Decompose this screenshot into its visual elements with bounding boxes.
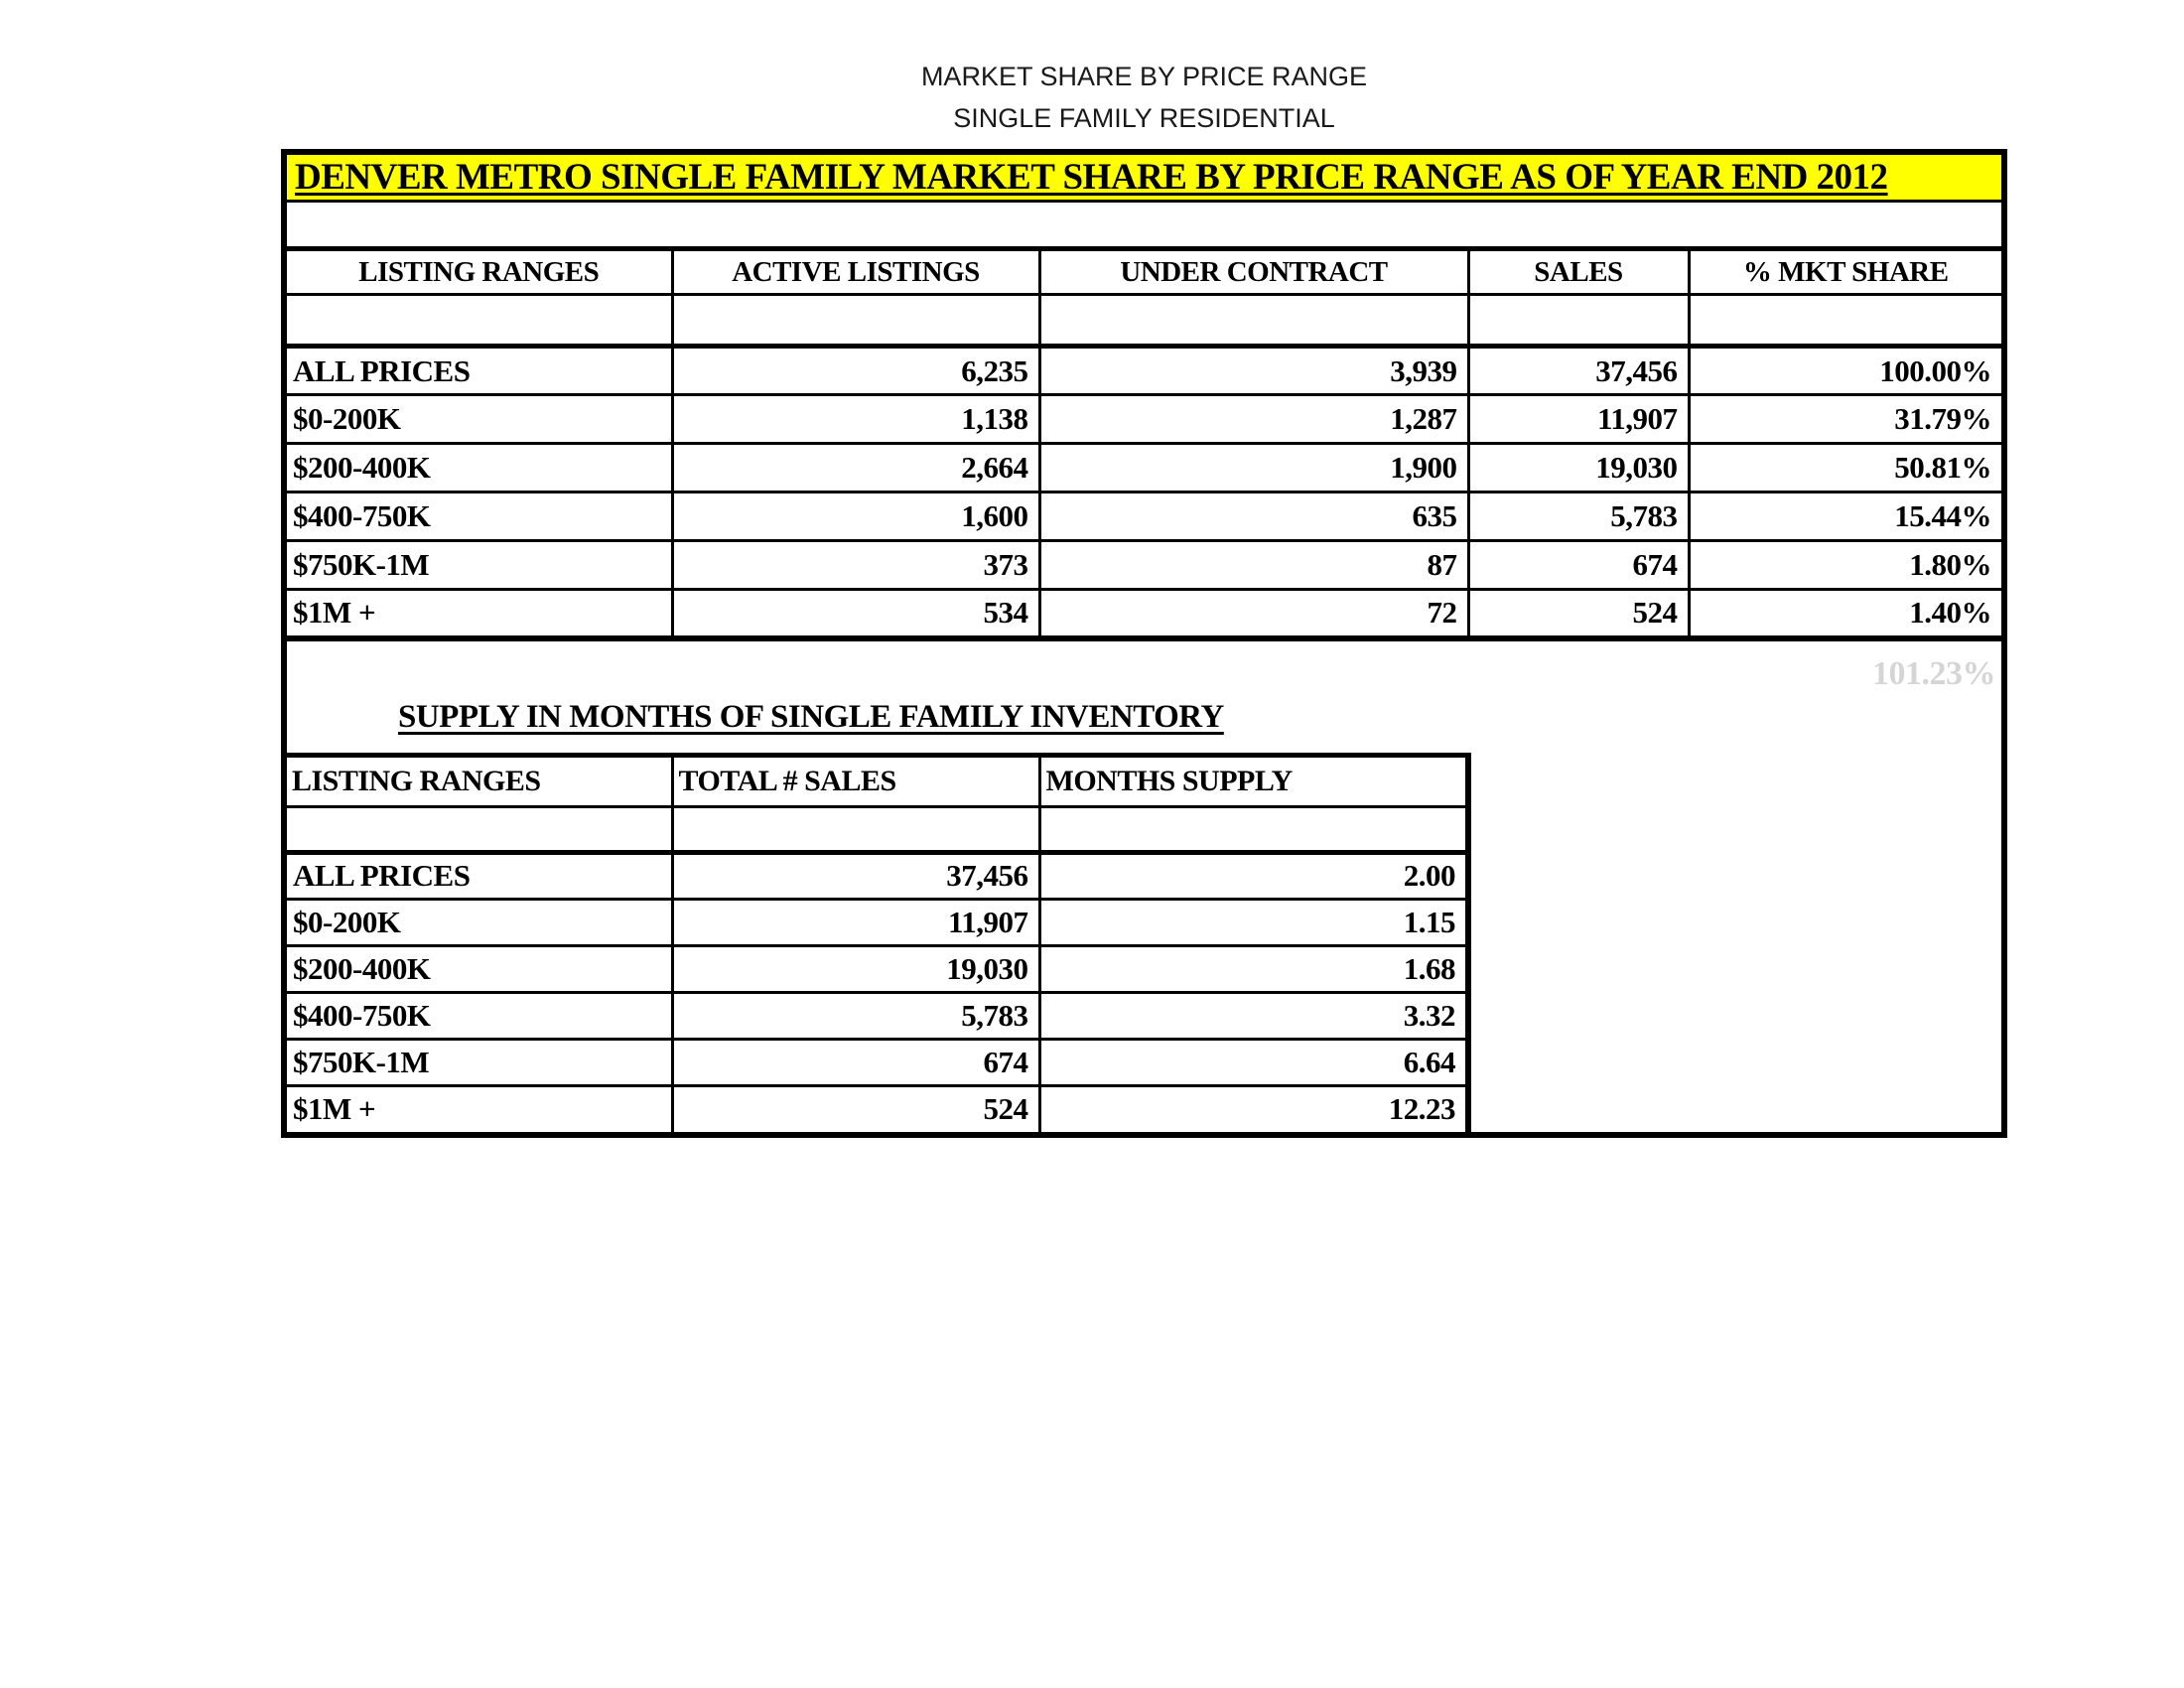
cell-range: $400-750K — [287, 491, 674, 542]
cell-sales: 19,030 — [1466, 442, 1691, 493]
table-row: ALL PRICES 6,235 3,939 37,456 100.00% — [287, 345, 2001, 396]
cell-active-listings: 373 — [670, 539, 1041, 591]
spreadsheet-print-area: DENVER METRO SINGLE FAMILY MARKET SHARE … — [281, 149, 2007, 1138]
table-row: $750K-1M 674 6.64 — [287, 1037, 1471, 1087]
cell-active-listings: 1,600 — [670, 491, 1041, 542]
cell-mkt-share: 1.40% — [1687, 588, 2001, 641]
cell-sales: 674 — [1466, 539, 1691, 591]
cell-months-supply: 3.32 — [1037, 990, 1471, 1041]
cell-sales: 11,907 — [1466, 393, 1691, 445]
cell-under-contract: 72 — [1037, 588, 1470, 641]
supply-section-title: SUPPLY IN MONTHS OF SINGLE FAMILY INVENT… — [398, 699, 1224, 735]
cell-months-supply: 1.68 — [1037, 943, 1471, 994]
table-row: $400-750K 1,600 635 5,783 15.44% — [287, 491, 2001, 542]
cell-range: $750K-1M — [287, 1037, 674, 1087]
cell-range: $0-200K — [287, 393, 674, 445]
col-header-listing-ranges: LISTING RANGES — [287, 246, 674, 296]
table-row: $1M + 534 72 524 1.40% — [287, 588, 2001, 641]
cell-range: $200-400K — [287, 442, 674, 493]
col-header-active-listings: ACTIVE LISTINGS — [670, 246, 1041, 296]
market-share-table: LISTING RANGES ACTIVE LISTINGS UNDER CON… — [287, 246, 2001, 641]
page-title-line2: SINGLE FAMILY RESIDENTIAL — [953, 103, 1335, 133]
title-banner-text: DENVER METRO SINGLE FAMILY MARKET SHARE … — [295, 157, 1888, 198]
table-row: $200-400K 2,664 1,900 19,030 50.81% — [287, 442, 2001, 493]
table-row: $200-400K 19,030 1.68 — [287, 943, 1471, 994]
spacer-row — [287, 293, 2001, 349]
cell-sales: 5,783 — [1466, 491, 1691, 542]
title-banner: DENVER METRO SINGLE FAMILY MARKET SHARE … — [287, 155, 2001, 203]
cell-active-listings: 2,664 — [670, 442, 1041, 493]
cell-range: $750K-1M — [287, 539, 674, 591]
cell-mkt-share: 100.00% — [1687, 345, 2001, 396]
cell-total-sales: 674 — [670, 1037, 1041, 1087]
cell-active-listings: 6,235 — [670, 345, 1041, 396]
cell-under-contract: 87 — [1037, 539, 1470, 591]
table-row: $1M + 524 12.23 — [287, 1083, 1471, 1132]
supply-header-row: LISTING RANGES TOTAL # SALES MONTHS SUPP… — [287, 752, 1471, 808]
col-header-mkt-share: % MKT SHARE — [1687, 246, 2001, 296]
cell-range: $1M + — [287, 1083, 674, 1132]
cell-mkt-share: 31.79% — [1687, 393, 2001, 445]
supply-table: LISTING RANGES TOTAL # SALES MONTHS SUPP… — [287, 752, 1471, 1132]
col-header-total-sales: TOTAL # SALES — [670, 752, 1041, 808]
cell-months-supply: 2.00 — [1037, 850, 1471, 901]
cell-total-sales: 11,907 — [670, 897, 1041, 947]
col-header-sales: SALES — [1466, 246, 1691, 296]
cell-range: $1M + — [287, 588, 674, 641]
page-title-line1: MARKET SHARE BY PRICE RANGE — [920, 62, 1368, 91]
col-header-listing-ranges: LISTING RANGES — [287, 752, 674, 808]
table-row: $0-200K 1,138 1,287 11,907 31.79% — [287, 393, 2001, 445]
cell-range: $400-750K — [287, 990, 674, 1041]
col-header-under-contract: UNDER CONTRACT — [1037, 246, 1470, 296]
cell-range: $200-400K — [287, 943, 674, 994]
cell-active-listings: 1,138 — [670, 393, 1041, 445]
cell-mkt-share: 50.81% — [1687, 442, 2001, 493]
cell-total-sales: 19,030 — [670, 943, 1041, 994]
cell-months-supply: 1.15 — [1037, 897, 1471, 947]
table-row: $750K-1M 373 87 674 1.80% — [287, 539, 2001, 591]
cell-active-listings: 534 — [670, 588, 1041, 641]
cell-total-sales: 5,783 — [670, 990, 1041, 1041]
cell-sales: 37,456 — [1466, 345, 1691, 396]
cell-under-contract: 1,287 — [1037, 393, 1470, 445]
cell-under-contract: 3,939 — [1037, 345, 1470, 396]
spacer-row — [287, 804, 1471, 855]
cell-range: ALL PRICES — [287, 850, 674, 901]
table-row: $400-750K 5,783 3.32 — [287, 990, 1471, 1041]
cell-mkt-share: 1.80% — [1687, 539, 2001, 591]
col-header-months-supply: MONTHS SUPPLY — [1037, 752, 1471, 808]
cell-range: ALL PRICES — [287, 345, 674, 396]
market-share-header-row: LISTING RANGES ACTIVE LISTINGS UNDER CON… — [287, 246, 2001, 296]
cell-sales: 524 — [1466, 588, 1691, 641]
cell-under-contract: 1,900 — [1037, 442, 1470, 493]
table-row: $0-200K 11,907 1.15 — [287, 897, 1471, 947]
table-row: ALL PRICES 37,456 2.00 — [287, 850, 1471, 901]
cell-total-sales: 37,456 — [670, 850, 1041, 901]
cell-mkt-share: 15.44% — [1687, 491, 2001, 542]
cell-months-supply: 12.23 — [1037, 1083, 1471, 1132]
cell-total-sales: 524 — [670, 1083, 1041, 1132]
cell-range: $0-200K — [287, 897, 674, 947]
cell-months-supply: 6.64 — [1037, 1037, 1471, 1087]
overflow-total-percentage: 101.23% — [1872, 655, 1996, 692]
cell-under-contract: 635 — [1037, 491, 1470, 542]
